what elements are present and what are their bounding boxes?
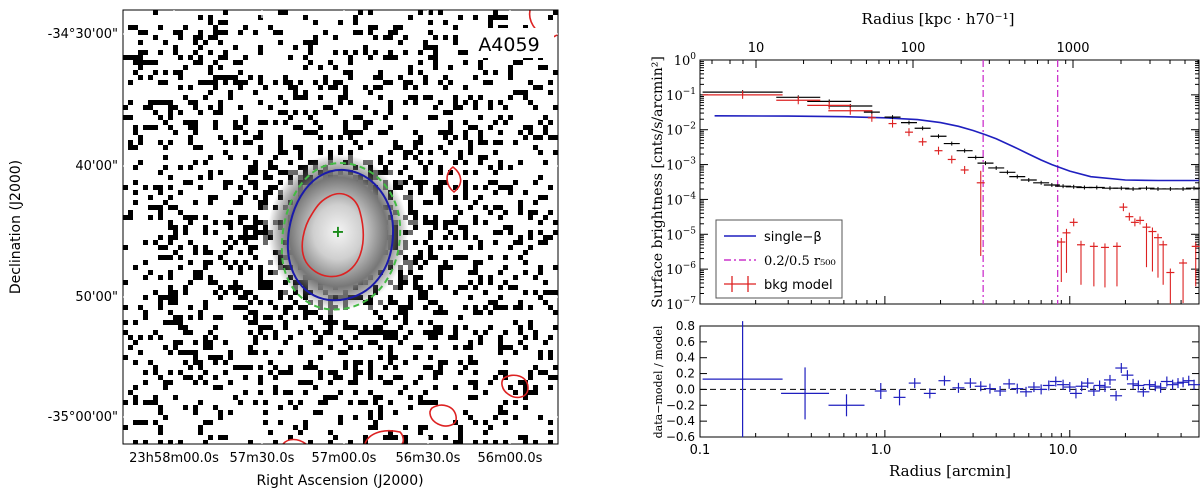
residual-panel: 0.8 0.6 0.4 0.20.0 −0.2 −0.4 −0.6 0.1 1.0 10.0… [652,319,1200,480]
noise-pixels [123,10,558,444]
top-tick-label: 10 [748,41,765,56]
y-tick-label: 10−5 [666,226,696,243]
sky-image-panel: + A4059 -34°30'00" 40'00" 50'00" -35°00'… [8,9,559,489]
y-tick-label: 10−3 [666,157,696,174]
top-tick-label: 1000 [1056,41,1089,56]
r500-contour [280,161,402,311]
source-contour [364,429,405,445]
dec-tick-label: 50'00" [75,290,118,305]
x-tick-label: 10.0 [1049,443,1078,458]
dec-axis-label: Declination (J2000) [8,160,24,294]
x-tick-label: 0.1 [690,443,711,458]
outer-contour [286,168,395,302]
residual-axes [699,325,1200,438]
source-contour [501,374,529,399]
y-tick-label: 10−1 [666,87,696,104]
res-y-tick-label: 0.0 [676,382,695,396]
legend-single-beta: single−β [764,230,822,245]
top-axis-label: Radius [kpc · h70⁻¹] [862,10,1015,28]
ra-tick-label: 57m00.0s [312,451,377,466]
x-tick-label: 1.0 [871,443,892,458]
image-frame [122,9,559,445]
res-y-tick-label: 0.8 [676,319,695,333]
y-tick-label: 10−6 [666,261,696,278]
source-contour [282,438,307,445]
source-contour [446,165,462,194]
res-y-tick-label: −0.2 [666,398,695,412]
ra-axis-label: Right Ascension (J2000) [256,473,423,489]
dec-tick-label: -34°30'00" [48,27,118,42]
res-y-tick-label: −0.6 [666,430,695,444]
cluster-name: A4059 [478,34,539,56]
top-tick-label: 100 [901,41,926,56]
single-beta-curve [714,115,1199,182]
res-y-tick-label: 0.2 [676,367,695,381]
residual-y-label: data−model / model [652,325,665,438]
legend-bkg-model: bkg model [764,278,833,293]
x-axis-label: Radius [arcmin] [889,462,1011,480]
residual-ticks: 0.8 0.6 0.4 0.20.0 −0.2 −0.4 −0.6 [666,319,1200,444]
res-y-tick-label: −0.4 [666,414,695,428]
center-marker: + [331,222,344,241]
ra-tick-label: 56m30.0s [396,451,461,466]
legend-r500: 0.2/0.5 r₅₀₀ [764,254,836,269]
profile-y-label: Surface brightness [cnts/s/arcmin²] [650,56,666,308]
image-axis-ticks [123,10,558,444]
dec-tick-label: -35°00'00" [48,410,118,425]
y-tick-label: 10−2 [666,122,696,139]
source-contour [429,404,457,427]
res-y-tick-label: 0.6 [676,335,695,349]
inner-contour [301,192,365,278]
dec-tick-label: 40'00" [75,159,118,174]
profile-legend: single−β 0.2/0.5 r₅₀₀ bkg model [715,219,843,299]
y-tick-label: 100 [674,52,697,69]
profile-panel: 100 10−1 10−2 10−3 10−4 10−5 10−6 10−7 Radius [… [650,10,1200,437]
y-tick-label: 10−4 [666,191,696,208]
ra-tick-label: 23h58m00.0s [129,451,219,466]
ra-tick-label: 57m30.0s [230,451,295,466]
res-y-tick-label: 0.4 [676,351,695,365]
y-tick-label: 10−7 [666,296,696,313]
ra-tick-label: 56m00.0s [478,451,543,466]
